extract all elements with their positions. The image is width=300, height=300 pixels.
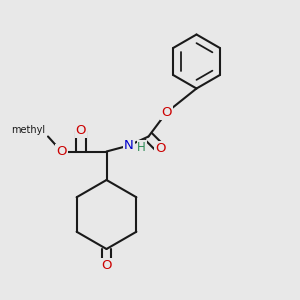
Text: N: N (124, 139, 134, 152)
Text: O: O (155, 142, 166, 155)
Text: H: H (137, 141, 146, 154)
Text: O: O (161, 106, 172, 119)
Text: O: O (56, 145, 67, 158)
Text: methyl: methyl (11, 125, 45, 135)
Text: O: O (76, 124, 86, 137)
Text: O: O (101, 259, 112, 272)
